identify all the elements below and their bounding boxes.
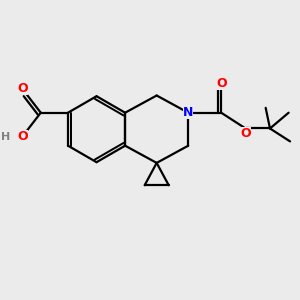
Text: N: N xyxy=(183,106,194,119)
Text: O: O xyxy=(216,77,226,90)
Text: O: O xyxy=(240,127,251,140)
Text: O: O xyxy=(18,130,28,143)
Text: H: H xyxy=(1,131,10,142)
Text: O: O xyxy=(18,82,28,95)
